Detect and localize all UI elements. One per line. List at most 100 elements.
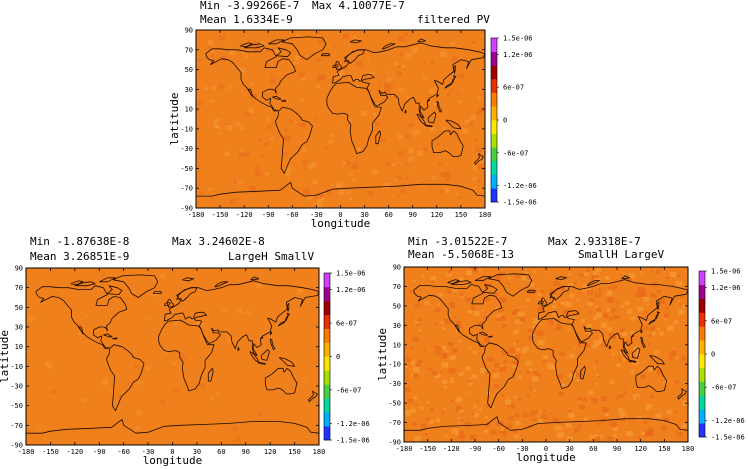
- coastlines: [195, 36, 486, 209]
- field-speck: [27, 317, 34, 323]
- coastline-2: [481, 342, 519, 409]
- coastline-28: [640, 329, 643, 334]
- field-speck: [417, 151, 423, 156]
- field-speck: [504, 427, 508, 431]
- coastline-6: [167, 299, 174, 308]
- field-speck: [181, 355, 187, 360]
- field-speck: [348, 118, 353, 121]
- field-speck: [303, 188, 310, 193]
- field-speck: [567, 283, 574, 288]
- colorbar-label: 6e-07: [336, 320, 357, 328]
- field-speck: [620, 304, 624, 308]
- coastline-10: [375, 130, 381, 145]
- field-speck: [498, 364, 503, 368]
- field-speck: [478, 408, 482, 411]
- x-tick-label: 120: [634, 445, 647, 453]
- field-speck: [539, 410, 542, 413]
- colorbar-label: 0: [711, 351, 715, 359]
- field-speck: [413, 396, 418, 400]
- field-speck: [401, 64, 406, 68]
- field-speck: [659, 332, 664, 336]
- field-speck: [485, 422, 491, 427]
- field-speck: [492, 406, 495, 409]
- field-speck: [606, 297, 614, 303]
- colorbar-segment: [491, 147, 497, 162]
- field-speck: [209, 397, 214, 401]
- field-speck: [478, 179, 482, 183]
- field-speck: [646, 304, 649, 307]
- field-speck: [457, 100, 462, 104]
- field-speck: [210, 54, 215, 58]
- field-speck: [470, 377, 473, 380]
- field-speck: [428, 188, 432, 191]
- x-tick-label: -180: [18, 448, 35, 456]
- field-speck: [460, 295, 463, 298]
- field-speck: [412, 336, 419, 342]
- field-speck: [602, 313, 609, 318]
- field-background: [196, 30, 485, 208]
- field-speck: [351, 163, 359, 170]
- colorbar-label: -1.5e-06: [503, 199, 537, 207]
- field-speck: [663, 417, 669, 422]
- field-speck: [423, 147, 428, 151]
- y-tick-label: 70: [15, 284, 23, 292]
- coastline-22: [451, 280, 472, 285]
- field-speck: [567, 329, 570, 332]
- field-speck: [269, 74, 273, 77]
- field-speck: [514, 309, 521, 315]
- field-speck: [485, 370, 490, 374]
- field-speck: [428, 419, 434, 424]
- field-speck: [569, 353, 575, 358]
- field-speck: [283, 74, 286, 77]
- panel1-title: filtered PV: [417, 13, 490, 26]
- field-speck: [434, 323, 437, 326]
- field-speck: [667, 325, 674, 332]
- field-speck: [585, 343, 590, 348]
- panel1-max: Max 4.10077E-7: [312, 0, 405, 12]
- coastline-19: [478, 331, 488, 336]
- field-speck: [542, 410, 547, 414]
- field-speck: [459, 293, 464, 296]
- coastline-4: [164, 280, 320, 356]
- colorbar-segment: [699, 340, 705, 355]
- field-speck: [115, 353, 120, 357]
- field-speck: [238, 67, 246, 73]
- field-speck: [536, 373, 542, 377]
- field-speck: [456, 92, 460, 95]
- colorbar-segment: [324, 314, 330, 329]
- field-speck: [199, 191, 204, 195]
- field-speck: [505, 400, 512, 405]
- field-speck: [408, 156, 416, 162]
- field-speck: [78, 330, 85, 336]
- field-speck: [542, 414, 548, 419]
- colorbar-segment: [699, 284, 705, 299]
- field-speck: [244, 152, 250, 157]
- field-speck: [588, 311, 592, 314]
- field-speck: [468, 122, 474, 126]
- colorbar-label: 1.5e-06: [711, 268, 741, 276]
- y-tick-label: 10: [15, 343, 23, 351]
- field-speck: [455, 406, 462, 412]
- field-speck: [560, 383, 566, 388]
- field-speck: [443, 351, 448, 356]
- field-speck: [512, 429, 517, 433]
- field-speck: [594, 434, 599, 438]
- x-tick-label: 120: [431, 211, 444, 219]
- x-tick-label: 60: [384, 211, 392, 219]
- x-tick-label: 30: [565, 445, 573, 453]
- field-speck: [517, 312, 520, 315]
- field-speck: [641, 292, 647, 297]
- field-speck: [581, 288, 585, 291]
- field-speck: [384, 86, 392, 92]
- y-tick-label: 90: [393, 264, 401, 272]
- field-speck: [475, 147, 482, 153]
- field-speck: [317, 196, 325, 202]
- field-speck: [659, 298, 666, 304]
- coastline-16: [278, 357, 295, 367]
- field-speck: [582, 397, 587, 402]
- field-speck: [403, 32, 408, 36]
- field-speck: [198, 164, 202, 167]
- panel3-mean: Mean -5.5068E-13: [408, 248, 514, 261]
- field-speck: [329, 133, 333, 137]
- field-speck: [226, 125, 233, 131]
